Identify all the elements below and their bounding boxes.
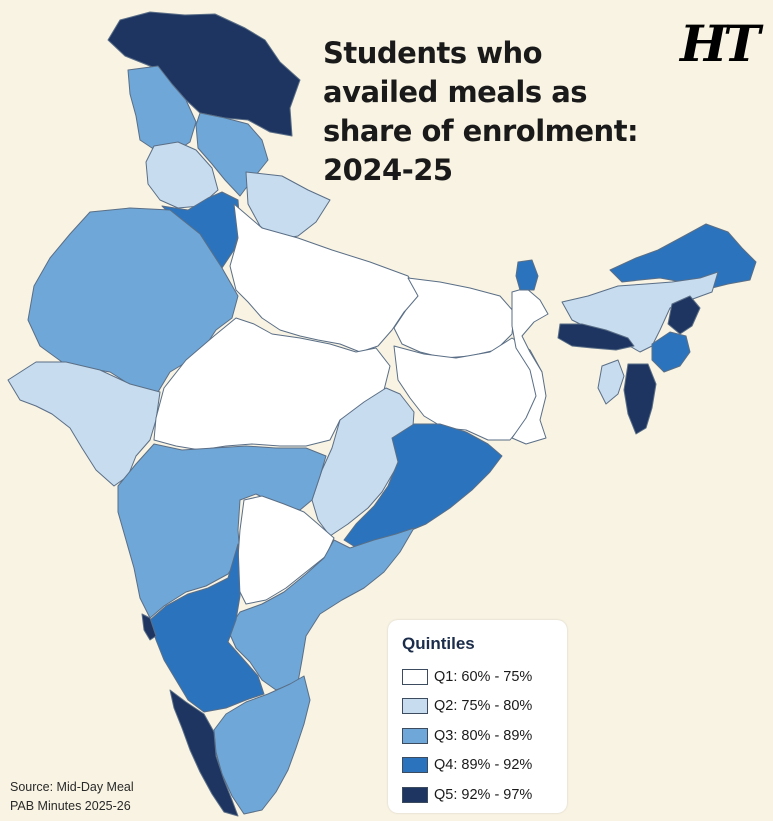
state-andhra-pradesh xyxy=(227,527,415,691)
title-line-3: share of enrolment: xyxy=(323,114,639,148)
legend-item-q5: Q5: 92% - 97% xyxy=(402,780,532,810)
state-maharashtra xyxy=(117,443,327,619)
title-line-2: availed meals as xyxy=(323,75,588,109)
legend-item-q1: Q1: 60% - 75% xyxy=(402,662,532,692)
legend-label-q4: Q4: 89% - 92% xyxy=(434,757,533,774)
legend-item-q3: Q3: 80% - 89% xyxy=(402,721,532,751)
map-title: Students who availed meals as share of e… xyxy=(323,34,653,190)
legend-title: Quintiles xyxy=(402,634,475,653)
source-note: Source: Mid-Day Meal PAB Minutes 2025-26 xyxy=(10,778,160,816)
state-sikkim xyxy=(515,259,539,291)
quintile-legend: Quintiles Q1: 60% - 75% Q2: 75% - 80% Q3… xyxy=(388,620,567,813)
state-tripura xyxy=(597,359,625,405)
legend-item-q4: Q4: 89% - 92% xyxy=(402,751,532,781)
title-line-4: 2024-25 xyxy=(323,153,453,187)
state-nagaland xyxy=(667,295,701,335)
state-odisha xyxy=(343,423,503,551)
state-west-bengal xyxy=(511,287,549,445)
ht-logo: HT xyxy=(680,14,760,73)
state-goa xyxy=(141,613,157,641)
state-rajasthan xyxy=(27,207,239,393)
legend-swatch-q5 xyxy=(402,786,428,803)
legend-items: Q1: 60% - 75% Q2: 75% - 80% Q3: 80% - 89… xyxy=(402,662,532,810)
state-manipur xyxy=(651,331,691,373)
legend-item-q2: Q2: 75% - 80% xyxy=(402,692,532,722)
legend-label-q2: Q2: 75% - 80% xyxy=(434,698,533,715)
state-kerala xyxy=(169,689,239,817)
legend-swatch-q1 xyxy=(402,668,428,685)
state-karnataka xyxy=(149,543,265,713)
state-mizoram xyxy=(623,363,657,435)
source-line-2: PAB Minutes 2025-26 xyxy=(10,799,131,813)
legend-label-q3: Q3: 80% - 89% xyxy=(434,727,533,744)
legend-label-q5: Q5: 92% - 97% xyxy=(434,786,533,803)
legend-swatch-q4 xyxy=(402,757,428,774)
legend-label-q1: Q1: 60% - 75% xyxy=(434,668,533,685)
state-gujarat xyxy=(7,361,161,487)
title-line-1: Students who xyxy=(323,36,543,70)
source-line-1: Source: Mid-Day Meal xyxy=(10,780,134,794)
state-north-hills xyxy=(245,171,331,241)
legend-swatch-q2 xyxy=(402,698,428,715)
legend-swatch-q3 xyxy=(402,727,428,744)
state-arunachal xyxy=(609,223,757,291)
state-meghalaya xyxy=(557,323,635,351)
